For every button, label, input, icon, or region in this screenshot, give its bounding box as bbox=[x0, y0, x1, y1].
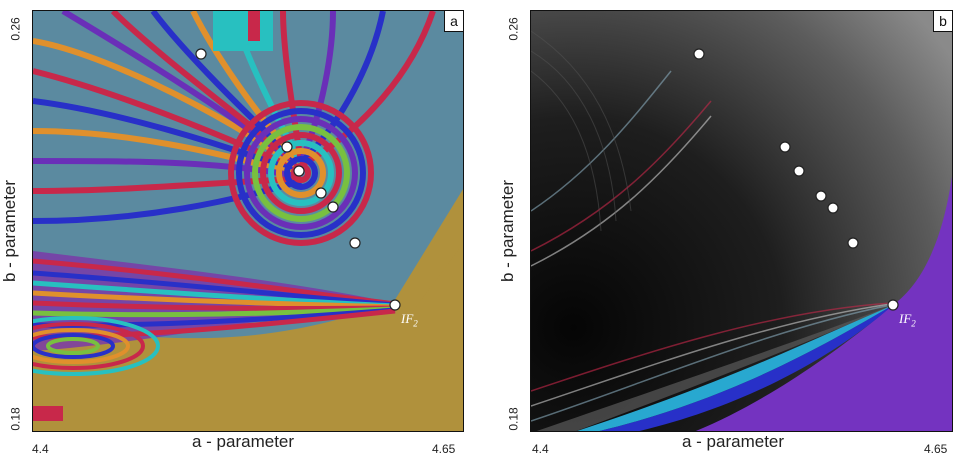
marker-point-b4 bbox=[815, 190, 827, 202]
y-min-tick-a: 0.18 bbox=[8, 407, 23, 431]
panel-a: IF2 a 4.4 4.65 a - parameter 0.26 0.18 b… bbox=[0, 0, 470, 462]
marker-point-3 bbox=[293, 165, 305, 177]
marker-point-b3 bbox=[793, 165, 805, 177]
x-axis-label-b: a - parameter bbox=[682, 432, 785, 451]
plot-area-a: IF2 a bbox=[32, 10, 464, 432]
plot-area-b: IF2 b bbox=[530, 10, 953, 432]
lyapunov-map-b bbox=[531, 11, 952, 431]
marker-point-5 bbox=[327, 201, 339, 213]
marker-point-b1 bbox=[693, 48, 705, 60]
panel-tag-a: a bbox=[444, 11, 463, 32]
marker-point-b6 bbox=[847, 237, 859, 249]
marker-point-b-if2 bbox=[887, 299, 899, 311]
marker-point-6 bbox=[349, 237, 361, 249]
panel-tag-b: b bbox=[933, 11, 952, 32]
if2-label-a: IF2 bbox=[401, 311, 418, 329]
y-min-tick-b: 0.18 bbox=[506, 407, 521, 431]
y-max-tick-b: 0.26 bbox=[506, 17, 521, 41]
x-min-tick-a: 4.4 bbox=[32, 442, 49, 456]
panel-b: IF2 b 4.4 4.65 a - parameter 0.26 0.18 b… bbox=[470, 0, 959, 462]
if2-label-b: IF2 bbox=[899, 311, 916, 329]
marker-point-4 bbox=[315, 187, 327, 199]
x-max-tick-b: 4.65 bbox=[924, 442, 948, 456]
x-max-tick-a: 4.65 bbox=[432, 442, 456, 456]
marker-point-b2 bbox=[779, 141, 791, 153]
bifurcation-map-a bbox=[33, 11, 463, 431]
marker-point-1 bbox=[195, 48, 207, 60]
y-axis-label-b: b - parameter bbox=[498, 179, 517, 282]
x-axis-label-a: a - parameter bbox=[192, 432, 295, 451]
x-min-tick-b: 4.4 bbox=[532, 442, 549, 456]
y-max-tick-a: 0.26 bbox=[8, 17, 23, 41]
y-axis-label-a: b - parameter bbox=[0, 179, 19, 282]
marker-point-if2 bbox=[389, 299, 401, 311]
marker-point-2 bbox=[281, 141, 293, 153]
marker-point-b5 bbox=[827, 202, 839, 214]
